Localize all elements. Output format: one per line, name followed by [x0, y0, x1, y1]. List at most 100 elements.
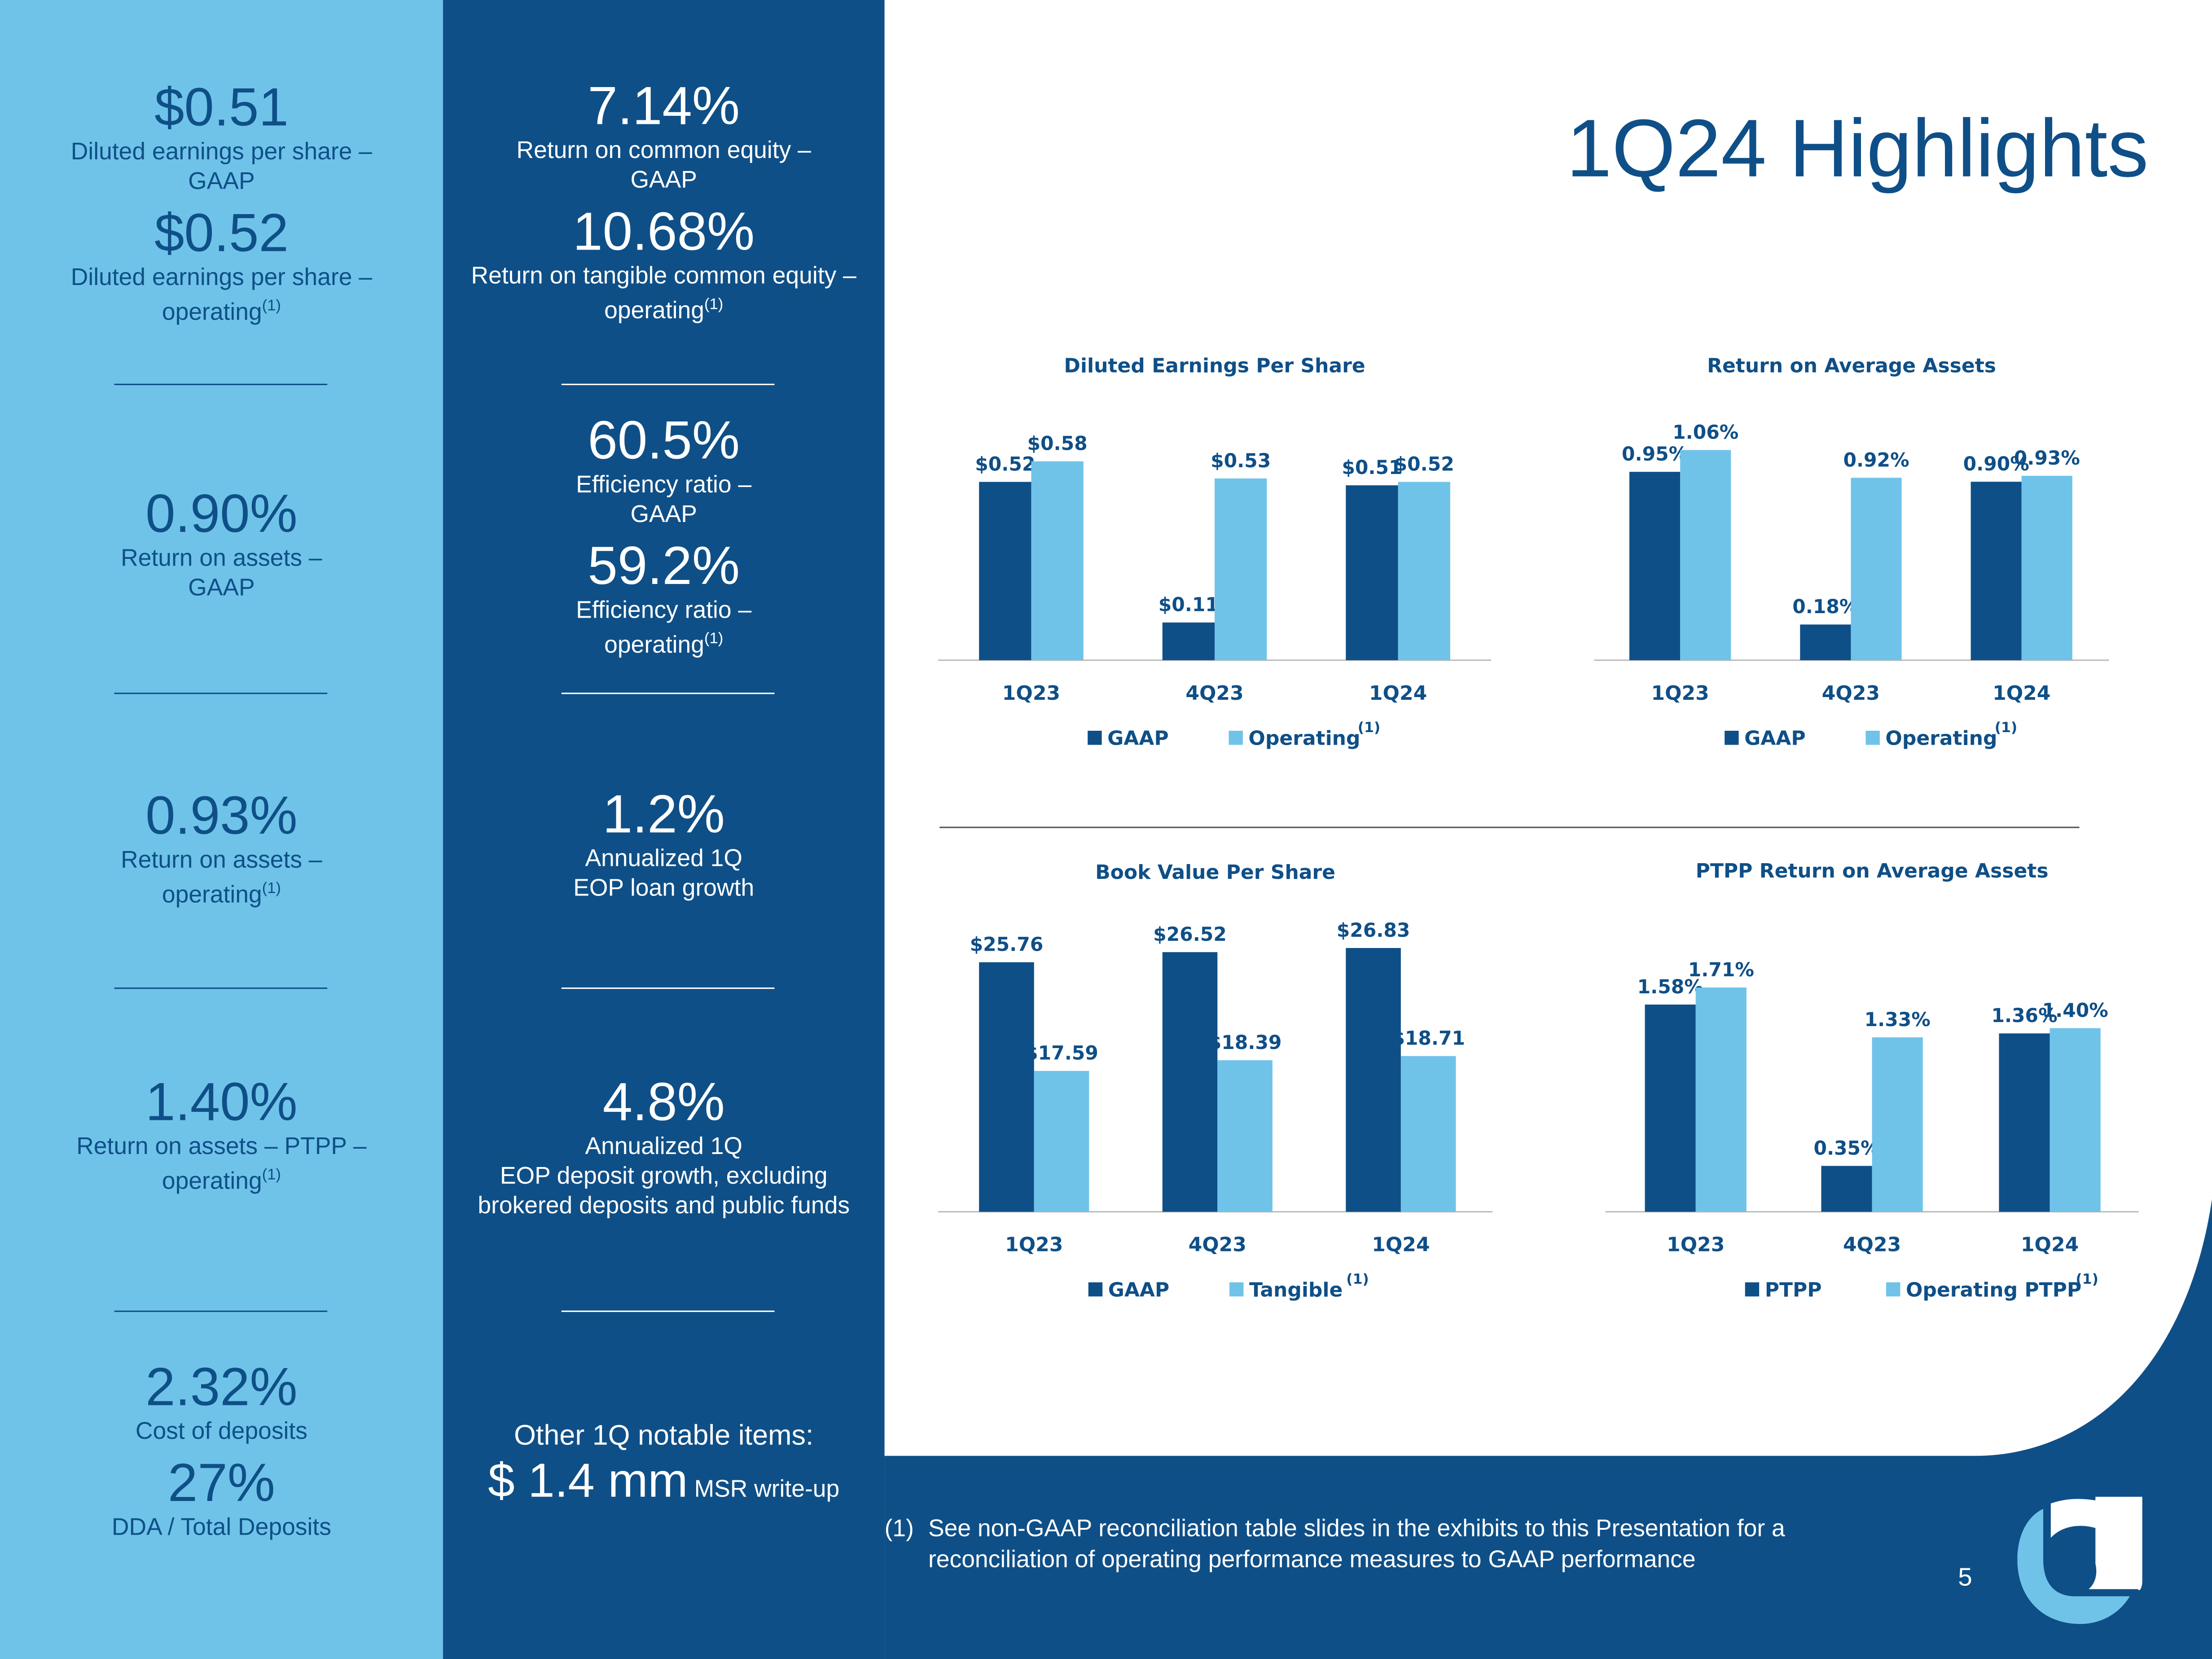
x-tick-label: 1Q24 — [2021, 1233, 2079, 1256]
data-label: 1.33% — [1865, 1009, 1931, 1031]
data-label: 0.18% — [1792, 596, 1858, 618]
kpi-value: 10.68% — [573, 203, 755, 263]
kpi-deposit-growth: 4.8% Annualized 1Q EOP deposit growth, e… — [443, 1075, 885, 1220]
x-tick-label: 1Q23 — [1651, 682, 1709, 705]
footnote-ref: (1) — [704, 630, 724, 648]
kpi-label: Diluted earnings per share – — [70, 138, 373, 165]
bar-tangible — [1400, 1056, 1456, 1212]
kpi-label: MSR write-up — [694, 1475, 840, 1503]
notable-items: Other 1Q notable items: $ 1.4 mm MSR wri… — [443, 1420, 885, 1510]
page-title: 1Q24 Highlights — [1566, 103, 2149, 195]
kpi-label: EOP deposit growth, excluding — [500, 1162, 828, 1189]
x-tick-label: 4Q23 — [1185, 682, 1243, 705]
chart-title: PTPP Return on Average Assets — [1696, 860, 2049, 882]
footnote-text: See non-GAAP reconciliation table slides… — [928, 1515, 1785, 1542]
divider — [114, 693, 328, 694]
bar-operating — [1031, 461, 1084, 660]
footnote-ref: (1) — [2076, 1271, 2098, 1287]
kpi-label: operating — [162, 1167, 262, 1194]
x-tick-label: 4Q23 — [1822, 682, 1880, 705]
kpi-roa-ptpp: 1.40% Return on assets – PTPP – operatin… — [0, 1075, 443, 1196]
notable-items-heading: Other 1Q notable items: — [514, 1420, 814, 1452]
footnote-ref: (1) — [262, 298, 281, 315]
bar-operating — [1398, 482, 1450, 660]
kpi-label: GAAP — [188, 574, 255, 601]
legend-label: GAAP — [1107, 727, 1168, 750]
kpi-label: operating — [604, 297, 704, 324]
x-tick-label: 1Q23 — [1002, 682, 1060, 705]
legend-label: Operating — [1885, 727, 1997, 750]
kpi-value: 4.8% — [602, 1073, 725, 1133]
kpi-label: Annualized 1Q — [585, 845, 742, 872]
divider — [561, 1310, 775, 1312]
kpi-cost-of-deposits: 2.32% Cost of deposits — [0, 1360, 443, 1446]
data-label: 1.58% — [1637, 976, 1703, 998]
x-tick-label: 1Q24 — [1372, 1233, 1430, 1256]
footnote-ref: (1) — [262, 880, 281, 897]
kpi-loan-growth: 1.2% Annualized 1Q EOP loan growth — [443, 787, 885, 903]
kpi-value: 0.90% — [145, 485, 298, 545]
data-label: 0.90% — [1963, 453, 2029, 475]
footnote: (1) See non-GAAP reconciliation table sli… — [885, 1514, 1785, 1576]
kpi-label: operating — [162, 298, 262, 325]
bar-operating-ptpp — [2050, 1028, 2101, 1212]
legend-swatch — [1229, 731, 1243, 745]
bar-ptpp — [1645, 1004, 1696, 1212]
data-label: 0.92% — [1843, 449, 1909, 471]
kpi-value: 60.5% — [588, 412, 740, 471]
kpi-rotce-operating: 10.68% Return on tangible common equity … — [443, 205, 885, 325]
data-label: $17.59 — [1025, 1043, 1098, 1065]
chart-title: Diluted Earnings Per Share — [1064, 355, 1365, 377]
footnote-ref: (1) — [1358, 720, 1381, 736]
bar-tangible — [1217, 1060, 1273, 1212]
bar-gaap — [1162, 622, 1215, 660]
kpi-value: $0.51 — [154, 79, 289, 139]
bar-gaap — [1346, 485, 1398, 660]
kpi-label: Return on assets – PTPP – — [76, 1132, 367, 1160]
bar-operating — [2021, 476, 2072, 660]
bar-gaap — [1346, 948, 1401, 1212]
divider — [114, 988, 328, 989]
bar-ptpp — [1821, 1166, 1872, 1212]
kpi-label: Efficiency ratio – — [576, 597, 752, 624]
kpi-label: Efficiency ratio – — [576, 471, 752, 498]
page-number: 5 — [1958, 1563, 1972, 1592]
kpi-value: 1.40% — [145, 1073, 298, 1133]
data-label: $26.83 — [1337, 920, 1410, 942]
footnote-ref: (1) — [1346, 1271, 1369, 1287]
data-label: $25.76 — [970, 934, 1044, 956]
bar-operating — [1680, 450, 1731, 660]
data-label: $0.53 — [1211, 450, 1271, 472]
data-label: 1.40% — [2042, 1000, 2108, 1022]
kpi-dda-ratio: 27% DDA / Total Deposits — [0, 1456, 443, 1542]
bar-gaap — [1629, 472, 1681, 660]
legend-label: Tangible — [1249, 1278, 1343, 1301]
data-label: $0.51 — [1342, 457, 1402, 479]
footnote-marker: (1) — [884, 1515, 914, 1542]
bar-gaap — [979, 482, 1031, 660]
kpi-label: operating — [162, 881, 262, 908]
bar-operating — [1851, 478, 1902, 660]
bar-operating-ptpp — [1695, 988, 1747, 1212]
data-label: 1.06% — [1672, 421, 1738, 443]
data-label: $0.11 — [1159, 594, 1219, 616]
kpi-label: Diluted earnings per share – — [70, 263, 373, 291]
kpi-roa-gaap: 0.90% Return on assets – GAAP — [0, 487, 443, 602]
x-tick-label: 1Q23 — [1005, 1233, 1063, 1256]
kpi-efficiency-operating: 59.2% Efficiency ratio – operating(1) — [443, 539, 885, 660]
legend-swatch — [1886, 1282, 1900, 1297]
kpi-label: GAAP — [188, 168, 255, 195]
divider — [114, 1310, 328, 1312]
kpi-eps-operating: $0.52 Diluted earnings per share – opera… — [0, 206, 443, 327]
kpi-label: EOP loan growth — [573, 874, 755, 902]
kpi-label: DDA / Total Deposits — [111, 1514, 331, 1541]
kpi-efficiency-gaap: 60.5% Efficiency ratio – GAAP — [443, 413, 885, 529]
kpi-label: Return on common equity – — [516, 136, 811, 164]
data-label: 1.71% — [1688, 959, 1754, 981]
legend-label: Operating — [1248, 727, 1360, 750]
kpi-value: 0.93% — [145, 787, 298, 847]
kpi-roe-gaap: 7.14% Return on common equity – GAAP — [443, 79, 885, 195]
x-tick-label: 1Q24 — [1993, 682, 2050, 705]
